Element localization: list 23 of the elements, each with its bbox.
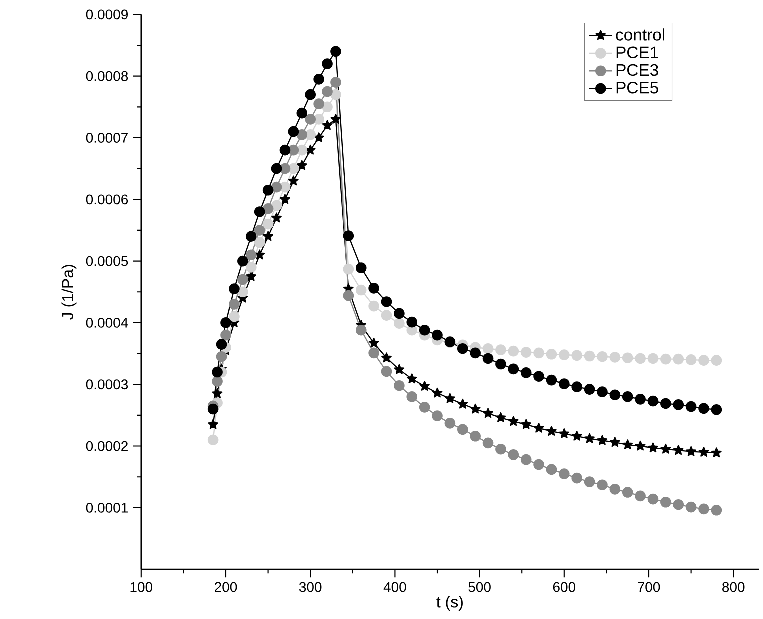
x-tick-label: 100 bbox=[130, 582, 153, 592]
y-tick-label: 0.0003 bbox=[86, 380, 128, 390]
x-tick-label: 700 bbox=[638, 582, 660, 592]
x-tick-label: 600 bbox=[553, 582, 576, 592]
legend-label: control bbox=[616, 28, 664, 41]
y-tick-label: 0.0006 bbox=[86, 194, 128, 205]
x-tick-label: 800 bbox=[722, 582, 745, 592]
y-tick-label: 0.0008 bbox=[86, 71, 128, 82]
x-tick-label: 400 bbox=[384, 582, 406, 592]
legend-label: PCE3 bbox=[616, 64, 658, 76]
x-tick-label: 200 bbox=[215, 582, 238, 592]
legend-label: PCE1 bbox=[616, 46, 658, 59]
x-tick-label: 300 bbox=[299, 582, 322, 592]
y-tick-label: 0.0002 bbox=[86, 441, 128, 452]
y-tick-label: 0.0005 bbox=[86, 256, 128, 266]
x-tick-label: 500 bbox=[468, 582, 491, 592]
y-tick-label: 0.0007 bbox=[86, 133, 128, 143]
y-tick-label: 0.0009 bbox=[86, 10, 128, 20]
legend-label: PCE5 bbox=[616, 82, 658, 94]
y-axis-title: J (1/Pa) bbox=[62, 265, 77, 320]
y-tick-label: 0.0004 bbox=[86, 318, 128, 328]
x-axis-title: t (s) bbox=[436, 596, 463, 611]
y-tick-label: 0.0001 bbox=[86, 503, 128, 513]
